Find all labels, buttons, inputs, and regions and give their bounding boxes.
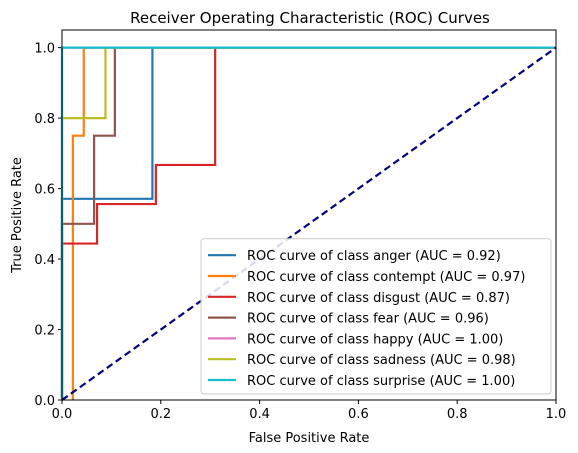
x-tick-label: 0.4 [249,407,270,422]
legend-label: ROC curve of class fear (AUC = 0.96) [247,312,489,327]
x-tick-label: 1.0 [546,407,567,422]
legend-label: ROC curve of class sadness (AUC = 0.98) [247,353,516,368]
legend-box [200,238,552,395]
x-tick-label: 0.2 [150,407,171,422]
legend-label: ROC curve of class contempt (AUC = 0.97) [247,270,525,285]
chart-title: Receiver Operating Characteristic (ROC) … [130,9,490,27]
y-tick-label: 0.6 [34,183,55,198]
y-tick-label: 0.4 [34,253,55,268]
roc-curve-line [60,46,556,400]
legend-label: ROC curve of class anger (AUC = 0.92) [247,249,501,264]
x-tick-label: 0.8 [447,407,468,422]
plot-frame [61,29,557,401]
y-tick-label: 0.0 [34,394,55,409]
y-tick-label: 0.2 [34,324,55,339]
y-tick-label: 0.8 [34,112,55,127]
x-axis-title: False Positive Rate [249,431,370,446]
legend-label: ROC curve of class happy (AUC = 1.00) [247,332,503,347]
diagonal-reference-line [61,46,557,401]
legend-label: ROC curve of class surprise (AUC = 1.00) [247,374,515,389]
y-axis-title: True Positive Rate [10,157,25,274]
x-tick-label: 0.0 [52,407,73,422]
x-axis: 0.0 0.2 0.4 0.6 0.8 1.0 [52,400,567,422]
legend: ROC curve of class anger (AUC = 0.92) ROC… [200,238,552,395]
legend-label: ROC curve of class disgust (AUC = 0.87) [247,291,510,306]
x-tick-label: 0.6 [348,407,369,422]
y-tick-label: 1.0 [34,42,55,57]
